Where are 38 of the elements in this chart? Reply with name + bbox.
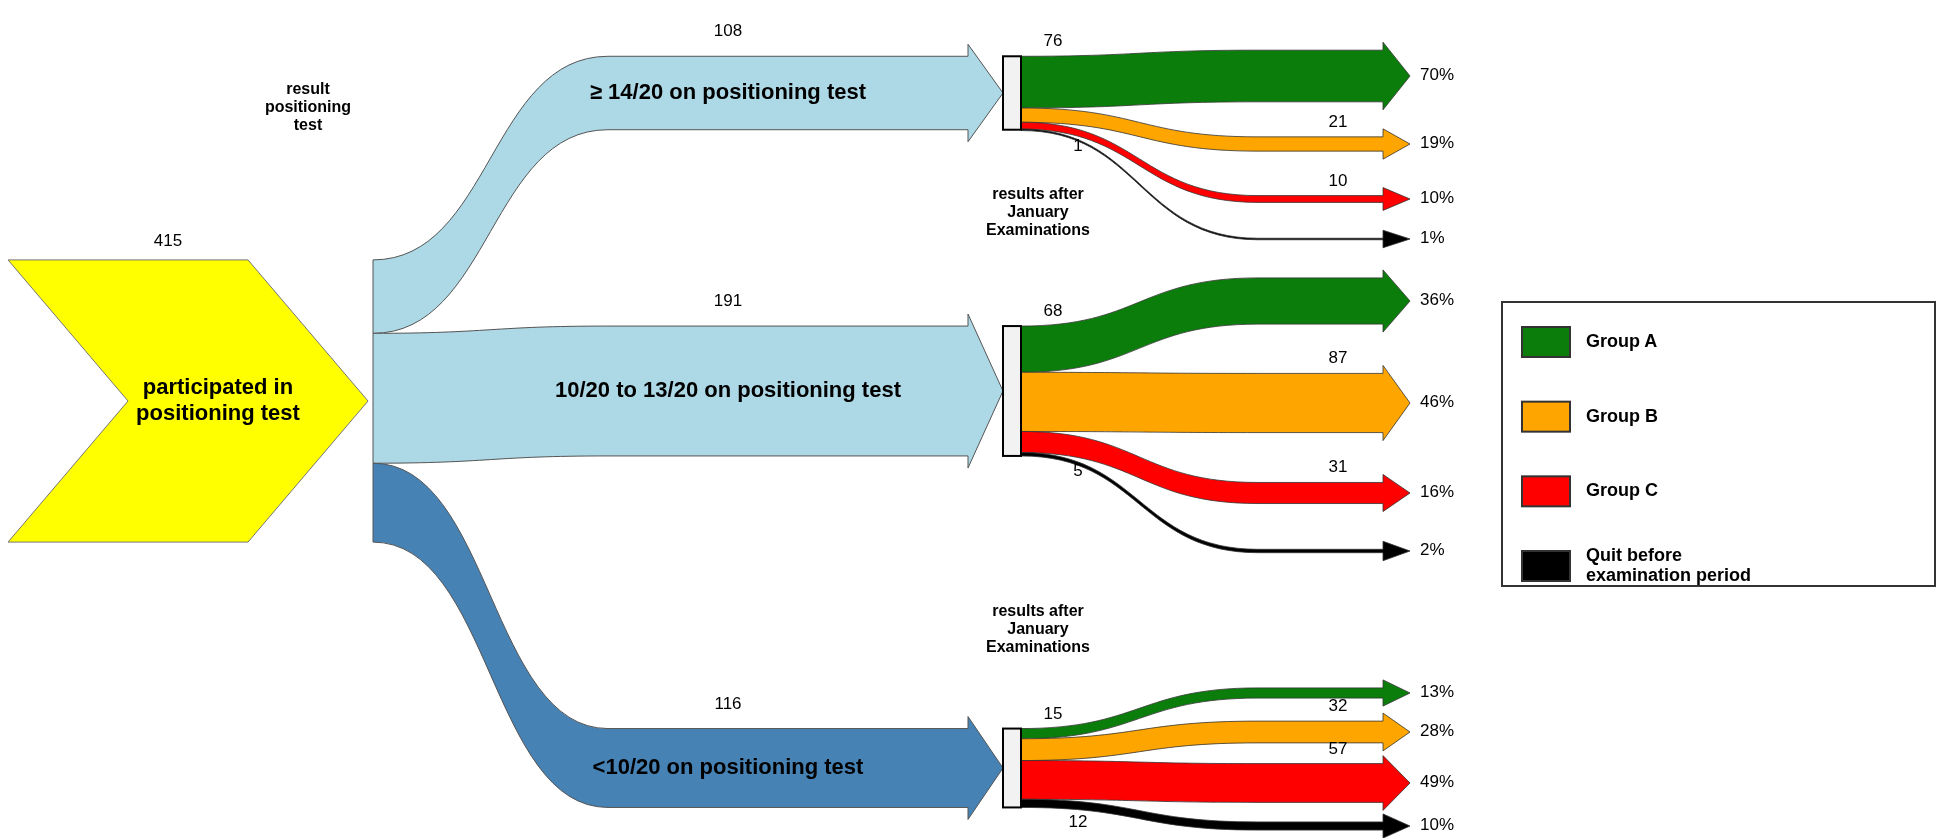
category-label: ≥ 14/20 on positioning test — [589, 78, 867, 104]
category-label: <10/20 on positioning test — [592, 753, 865, 779]
data-label: 57 — [1328, 738, 1348, 758]
text: 10% — [1420, 188, 1455, 208]
data-label: 31 — [1328, 457, 1348, 477]
data-label: 15 — [1043, 703, 1063, 723]
text: 70% — [1420, 65, 1455, 85]
data-label: 68 — [1043, 301, 1063, 321]
text: results after January Examinations — [985, 184, 1091, 239]
text: 415 — [153, 230, 183, 250]
data-label: 1 — [1073, 135, 1083, 155]
text: 108 — [713, 21, 743, 41]
data-label: 10 — [1328, 170, 1348, 190]
data-label: 76 — [1043, 31, 1063, 51]
data-label: 87 — [1328, 348, 1348, 368]
text: results after January Examinations — [985, 601, 1091, 656]
text: 10% — [1420, 815, 1455, 835]
category-label: 10/20 to 13/20 on positioning test — [555, 376, 902, 402]
text: participated in positioning test — [136, 374, 301, 425]
data-label: 12 — [1068, 812, 1088, 832]
text: 49% — [1420, 772, 1455, 792]
legend-label: Group B — [1586, 405, 1658, 426]
text: 28% — [1420, 721, 1455, 741]
text: 191 — [713, 291, 743, 311]
legend-label: Group A — [1586, 330, 1658, 351]
text: 16% — [1420, 482, 1455, 502]
text: 36% — [1420, 290, 1455, 310]
text: 13% — [1420, 682, 1455, 702]
legend-label: Group C — [1586, 480, 1658, 501]
text: result positioning test — [264, 79, 352, 134]
text: 2% — [1420, 540, 1445, 560]
text: 116 — [714, 693, 742, 713]
data-label: 21 — [1328, 111, 1348, 131]
text: 1% — [1420, 228, 1445, 248]
data-label: 32 — [1328, 696, 1348, 716]
legend-label: Quit before examination period — [1586, 544, 1752, 586]
text: 19% — [1420, 133, 1455, 153]
text: 46% — [1420, 392, 1455, 412]
